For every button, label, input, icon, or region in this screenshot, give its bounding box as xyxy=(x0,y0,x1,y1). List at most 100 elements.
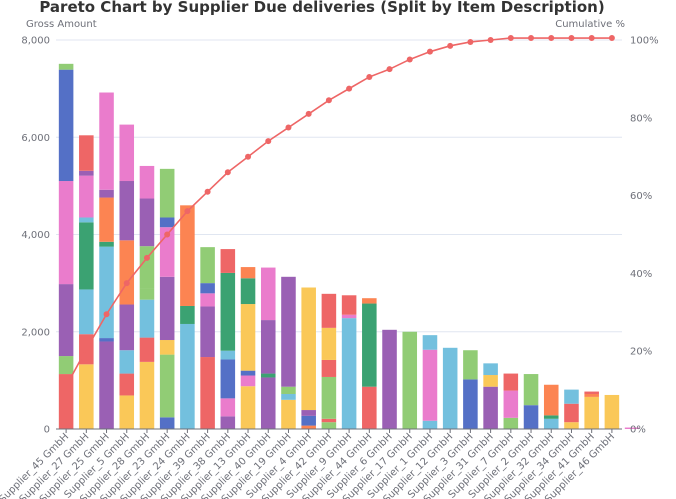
bars xyxy=(58,63,640,429)
cumulative-point xyxy=(184,208,191,215)
bar-segment xyxy=(139,198,155,247)
bar-segment xyxy=(362,298,377,304)
cumulative-point xyxy=(588,35,595,42)
cumulative-point xyxy=(224,169,231,176)
cumulative-line-path xyxy=(65,37,612,387)
bar-segment xyxy=(564,403,579,423)
bar-segment xyxy=(58,356,74,375)
bar-segment xyxy=(321,376,337,419)
bar-segment xyxy=(200,247,215,284)
y2-tick-label: 0% xyxy=(630,425,646,436)
bar-segment xyxy=(422,420,438,429)
bar-segment xyxy=(483,386,498,429)
bar-segment xyxy=(99,92,114,190)
bar-segment xyxy=(159,354,175,418)
bar-segment xyxy=(543,415,559,419)
cumulative-point xyxy=(608,35,615,42)
bar-segment xyxy=(301,425,316,429)
bar-segment xyxy=(159,340,175,355)
bar-segment xyxy=(362,386,377,429)
cumulative-point xyxy=(245,153,252,160)
bar-segment xyxy=(220,249,236,273)
y-tick-label: 8,000 xyxy=(21,36,50,47)
cumulative-point xyxy=(346,85,353,92)
bar-segment xyxy=(281,276,296,387)
cumulative-point xyxy=(164,231,171,238)
cumulative-point xyxy=(305,110,312,117)
cumulative-point xyxy=(285,124,292,131)
bar-segment xyxy=(139,361,155,429)
y2-tick-label: 20% xyxy=(630,347,652,358)
bar-segment xyxy=(220,359,236,399)
bar-segment xyxy=(200,306,215,358)
bar-segment xyxy=(139,299,155,338)
bar-segment xyxy=(58,69,74,182)
bar-segment xyxy=(260,377,276,429)
cumulative-point xyxy=(406,56,413,63)
bar-segment xyxy=(58,284,74,357)
bar-segment xyxy=(402,331,418,429)
bar-segment xyxy=(281,393,296,400)
bar-segment xyxy=(99,189,114,198)
bar-segment xyxy=(341,295,357,315)
cumulative-point xyxy=(143,254,150,261)
y2-axis-name: Cumulative % xyxy=(555,19,625,30)
cumulative-point xyxy=(548,35,555,42)
bar-segment xyxy=(240,370,256,376)
bar-segment xyxy=(543,384,559,416)
bar-segment xyxy=(604,394,620,429)
bar-segment xyxy=(200,283,215,294)
cumulative-point xyxy=(366,73,373,80)
bar-segment xyxy=(79,135,94,171)
bar-segment xyxy=(200,293,215,307)
bar-segment xyxy=(301,410,316,416)
cumulative-point xyxy=(204,188,211,195)
cumulative-point xyxy=(386,66,393,73)
bar-segment xyxy=(119,240,135,305)
bar-segment xyxy=(139,337,155,362)
bar-segment xyxy=(99,341,114,429)
bar-segment xyxy=(483,363,498,376)
cumulative-point xyxy=(507,35,514,42)
bar-segment xyxy=(442,347,458,429)
cumulative-point xyxy=(467,38,474,45)
bar-segment xyxy=(79,217,94,223)
bar-segment xyxy=(119,181,135,241)
bar-segment xyxy=(159,168,175,218)
bar-segment xyxy=(382,329,397,429)
bar-segment xyxy=(281,399,296,429)
bar-segment xyxy=(119,373,135,396)
bar-segment xyxy=(503,390,519,418)
bar-segment xyxy=(180,323,195,429)
bar-segment xyxy=(79,364,94,429)
cumulative-point xyxy=(123,280,130,287)
y-axis-name: Gross Amount xyxy=(26,19,97,30)
bar-segment xyxy=(139,288,155,300)
bar-segment xyxy=(301,415,316,426)
bar-segment xyxy=(260,373,276,378)
bar-segment xyxy=(260,320,276,374)
bar-segment xyxy=(584,396,599,429)
bar-segment xyxy=(564,422,579,429)
bar-segment xyxy=(301,287,316,411)
bar-segment xyxy=(624,427,640,429)
bar-segment xyxy=(523,405,539,429)
bar-segment xyxy=(119,350,135,374)
bar-segment xyxy=(99,246,114,339)
bar-segment xyxy=(139,165,155,199)
bar-segment xyxy=(422,349,438,421)
bar-segment xyxy=(99,197,114,242)
bar-segment xyxy=(180,205,195,306)
y2-tick-label: 80% xyxy=(630,113,652,124)
bar-segment xyxy=(139,246,155,289)
bar-segment xyxy=(180,305,195,324)
bar-segment xyxy=(523,374,539,406)
cumulative-point xyxy=(265,138,272,145)
bar-segment xyxy=(200,357,215,429)
y2-tick-label: 100% xyxy=(630,36,659,47)
bar-segment xyxy=(240,267,256,279)
bar-segment xyxy=(240,375,256,387)
cumulative-point xyxy=(103,311,110,318)
cumulative-point xyxy=(447,42,454,49)
bar-segment xyxy=(220,398,236,417)
